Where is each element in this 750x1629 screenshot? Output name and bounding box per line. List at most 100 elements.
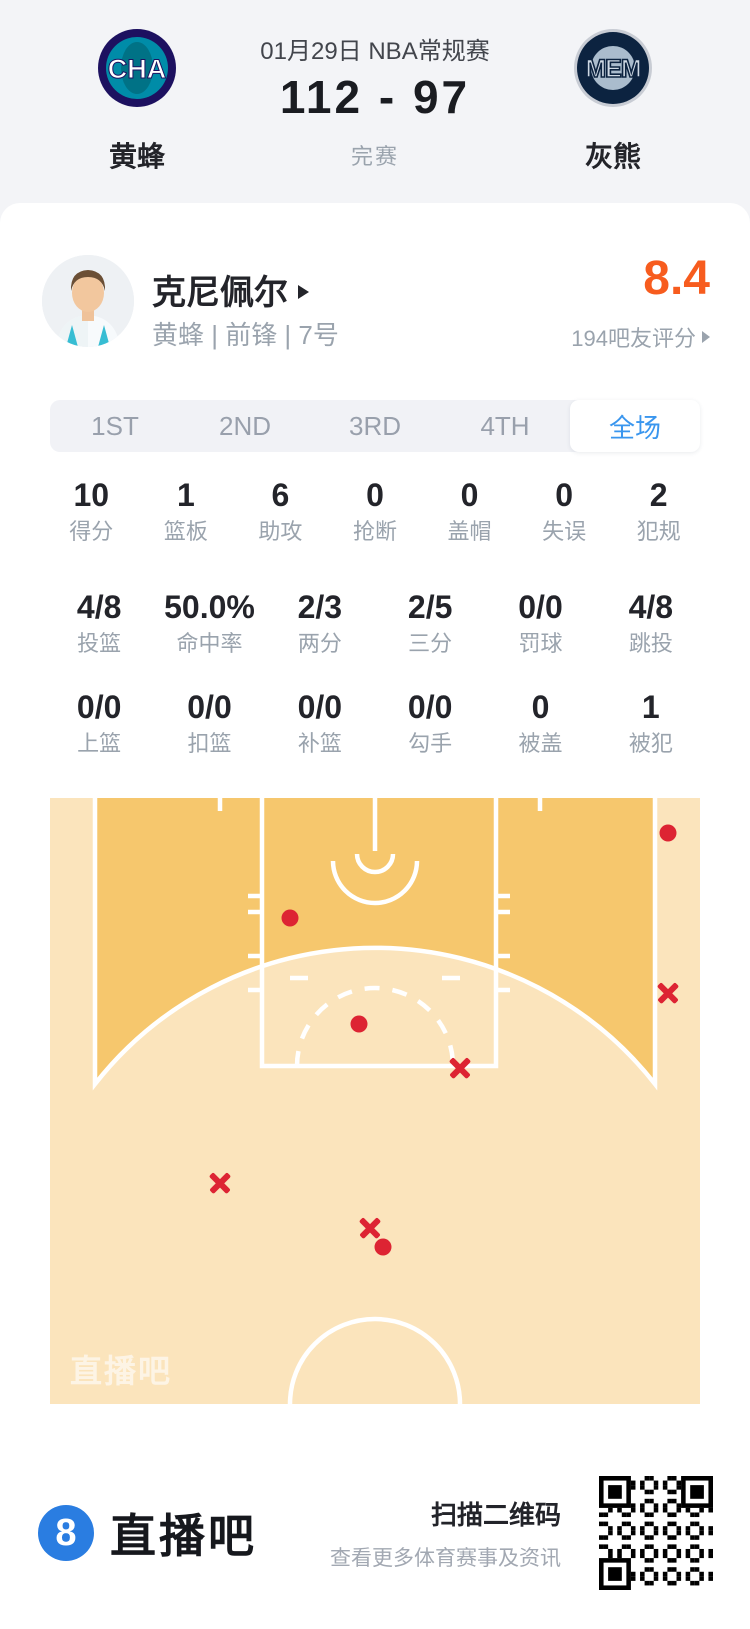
- rating-note-label: 194吧友评分: [571, 326, 696, 351]
- stat-value: 0: [531, 689, 550, 725]
- svg-text:MEM: MEM: [585, 55, 641, 83]
- missed-shot-marker: [448, 1056, 472, 1080]
- tab-2nd[interactable]: 2ND: [218, 410, 271, 441]
- stat-label: 补篮: [297, 731, 342, 756]
- court-lines: [92, 798, 658, 1404]
- stat-label: 助攻: [258, 519, 303, 544]
- stat-cell: 1 篮板: [139, 478, 234, 544]
- away-team-name: 灰熊: [584, 141, 641, 172]
- missed-shot-marker: [358, 1216, 382, 1240]
- stat-value: 10: [73, 477, 110, 513]
- stat-cell: 1 被犯: [596, 690, 706, 756]
- stat-value: 4/8: [628, 589, 674, 625]
- stat-value: 6: [271, 477, 290, 513]
- scan-title: 扫描二维码: [430, 1499, 561, 1530]
- made-shot-marker: [374, 1238, 392, 1256]
- stat-value: 4/8: [76, 589, 122, 625]
- away-team: MEM 灰熊: [528, 28, 698, 175]
- quarter-tabs: 1ST 2ND 3RD 4TH 全场: [50, 400, 700, 452]
- tab-4th[interactable]: 4TH: [480, 410, 530, 441]
- stat-value: 0/0: [407, 689, 453, 725]
- stat-value: 0: [555, 477, 574, 513]
- stat-cell: 0/0 勾手: [375, 690, 485, 756]
- stat-label: 失误: [542, 519, 587, 544]
- made-shot-marker: [350, 1015, 368, 1033]
- home-team-name: 黄蜂: [108, 141, 165, 172]
- stat-label: 罚球: [518, 631, 563, 656]
- stat-label: 篮板: [163, 519, 208, 544]
- stat-label: 投篮: [77, 631, 122, 656]
- match-status: 完赛: [350, 144, 399, 169]
- stat-cell: 0/0 扣篮: [154, 690, 264, 756]
- stat-value: 1: [176, 477, 195, 513]
- stat-value: 2/5: [407, 589, 453, 625]
- stat-cell: 0 失误: [517, 478, 612, 544]
- missed-shot-marker: [208, 1171, 232, 1195]
- stat-value: 0/0: [297, 689, 343, 725]
- player-avatar: [42, 255, 134, 347]
- court-watermark: 直播吧: [70, 1353, 173, 1389]
- stat-label: 盖帽: [447, 519, 492, 544]
- stat-cell: 0 盖帽: [422, 478, 517, 544]
- stat-value: 0: [366, 477, 384, 513]
- stat-row-shot-types: 0/0 上篮 0/0 扣篮 0/0 补篮 0/0 勾手 0 被盖 1 被犯: [44, 690, 706, 756]
- stat-value: 1: [641, 689, 660, 725]
- stat-label: 命中率: [176, 631, 243, 656]
- player-stats-card: 克尼佩尔 黄蜂 | 前锋 | 7号 8.4 194吧友评分 1ST 2ND 3R…: [0, 203, 750, 1629]
- stat-label: 勾手: [408, 731, 453, 756]
- match-label: 01月29日 NBA常规赛: [260, 38, 490, 65]
- stat-value: 0/0: [76, 689, 122, 725]
- player-photo-icon: [42, 255, 134, 347]
- stat-cell: 0/0 罚球: [485, 590, 595, 656]
- stat-row-shooting: 4/8 投篮 50.0% 命中率 2/3 两分 2/5 三分 0/0 罚球 4/8 跳投: [44, 590, 706, 656]
- stat-label: 得分: [69, 519, 114, 544]
- stat-value: 2: [649, 477, 668, 513]
- stat-cell: 50.0% 命中率: [154, 590, 264, 656]
- player-meta: 黄蜂 | 前锋 | 7号: [152, 320, 339, 350]
- stat-cell: 2 犯规: [611, 478, 706, 544]
- stat-value: 0/0: [187, 689, 232, 725]
- player-rating: 8.4: [643, 252, 710, 305]
- home-team: CHA 黄蜂: [52, 28, 222, 175]
- missed-shot-marker: [656, 981, 680, 1005]
- made-shot-marker: [659, 824, 677, 842]
- stat-cell: 4/8 投篮: [44, 590, 154, 656]
- stat-value: 2/3: [297, 589, 343, 625]
- match-score: 112 - 97: [279, 71, 471, 123]
- cha-team-logo-icon: CHA: [98, 29, 176, 107]
- stat-cell: 2/5 三分: [375, 590, 485, 656]
- svg-text:CHA: CHA: [108, 54, 167, 84]
- shot-chart-court: 直播吧: [50, 798, 700, 1404]
- stat-cell: 2/3 两分: [265, 590, 375, 656]
- tab-full-game[interactable]: 全场: [570, 400, 700, 452]
- mem-team-logo-icon: MEM: [574, 29, 652, 107]
- stat-label: 抢断: [352, 519, 397, 544]
- stat-label: 上篮: [77, 731, 122, 756]
- stat-label: 三分: [408, 631, 453, 656]
- match-header: CHA 黄蜂 01月29日 NBA常规赛 112 - 97 完赛 MEM 灰熊: [0, 0, 750, 203]
- rating-note[interactable]: 194吧友评分: [571, 321, 710, 353]
- qr-code: [599, 1476, 713, 1590]
- stat-label: 跳投: [628, 631, 673, 656]
- stat-cell: 0/0 上篮: [44, 690, 154, 756]
- zhibo8-logo-icon: 8: [38, 1505, 94, 1561]
- made-shot-marker: [281, 909, 299, 927]
- stat-label: 扣篮: [187, 731, 232, 756]
- caret-right-icon: [298, 284, 309, 299]
- tab-1st[interactable]: 1ST: [91, 410, 139, 441]
- stat-value: 0: [460, 477, 479, 513]
- stat-label: 被犯: [628, 731, 673, 756]
- stat-cell: 0 被盖: [485, 690, 595, 756]
- stat-cell: 4/8 跳投: [596, 590, 706, 656]
- stat-cell: 0 抢断: [328, 478, 423, 544]
- scan-hint: 扫描二维码 查看更多体育赛事及资讯: [330, 1495, 561, 1572]
- app-footer: 8 直播吧 扫描二维码 查看更多体育赛事及资讯: [38, 1476, 713, 1590]
- stat-cell: 0/0 补篮: [265, 690, 375, 756]
- stat-value: 0/0: [518, 589, 563, 625]
- stat-value: 50.0%: [164, 589, 255, 625]
- tab-3rd[interactable]: 3RD: [348, 410, 401, 441]
- player-header-row[interactable]: 克尼佩尔 黄蜂 | 前锋 | 7号 8.4 194吧友评分: [0, 203, 750, 351]
- brand-name: 直播吧: [110, 1510, 257, 1562]
- stat-label: 两分: [297, 631, 342, 656]
- scan-subtitle: 查看更多体育赛事及资讯: [330, 1546, 561, 1570]
